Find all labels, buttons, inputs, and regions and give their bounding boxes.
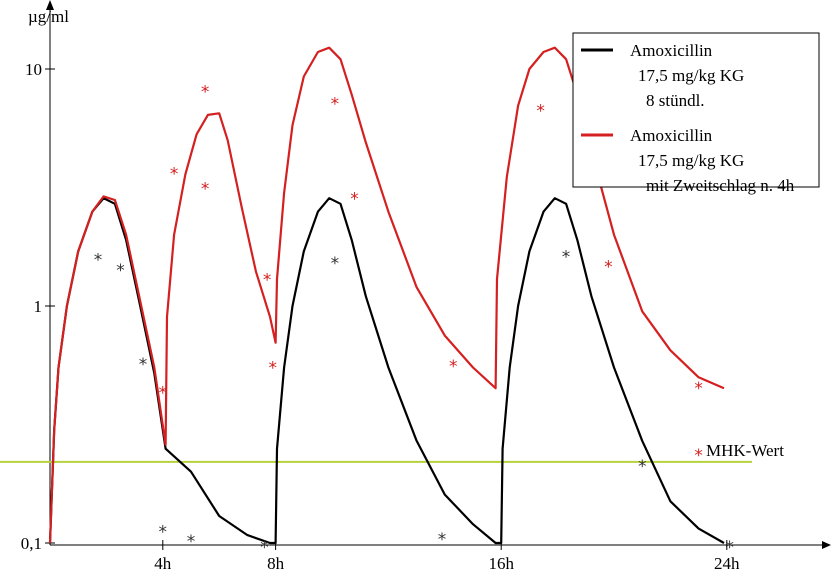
legend-text: 8 stündl. [646, 91, 705, 110]
y-axis-arrow [46, 0, 54, 10]
measured-point-black: * [438, 530, 447, 550]
measured-point-red: * [263, 270, 272, 290]
y-tick-label: 10 [25, 60, 42, 79]
x-tick-label: 24h [714, 554, 740, 573]
x-tick-label: 4h [154, 554, 172, 573]
measured-point-black: * [187, 532, 196, 552]
axes: µg/ml [28, 0, 831, 549]
y-tick-label: 1 [34, 297, 43, 316]
legend-text: Amoxicillin [630, 41, 713, 60]
measured-point-red: * [201, 179, 210, 199]
ticks: 10 1 0,1 4h 8h 16h 24h [21, 60, 740, 573]
y-tick-label: 0,1 [21, 534, 42, 553]
series-line-1 [48, 197, 725, 545]
mhk-reference: MHK-Wert [0, 441, 784, 463]
measured-point-red: * [536, 102, 545, 122]
legend-text: 17,5 mg/kg KG [638, 151, 744, 170]
measured-point-red: * [201, 82, 210, 102]
measured-point-red: * [159, 384, 168, 404]
measured-point-black: * [159, 523, 168, 543]
measured-point-black: * [562, 247, 571, 267]
series-lines [48, 46, 725, 545]
measured-point-red: * [694, 379, 703, 399]
mhk-label: MHK-Wert [706, 441, 784, 460]
measured-point-black: * [331, 254, 340, 274]
x-tick-label: 8h [267, 554, 285, 573]
measured-point-red: * [694, 446, 703, 466]
measured-point-black: * [116, 261, 125, 281]
legend-text: 17,5 mg/kg KG [638, 66, 744, 85]
measured-point-red: * [604, 257, 613, 277]
series-line-2 [48, 46, 725, 544]
measured-point-black: * [725, 538, 734, 558]
measured-point-black: * [260, 538, 269, 558]
measured-point-red: * [269, 359, 278, 379]
measured-point-black: * [94, 251, 103, 271]
y-axis-label: µg/ml [28, 7, 69, 26]
measured-point-red: * [350, 189, 359, 209]
legend-text: mit Zweitschlag n. 4h [646, 176, 795, 195]
measured-point-red: * [170, 164, 179, 184]
x-tick-label: 16h [488, 554, 514, 573]
legend-text: Amoxicillin [630, 126, 713, 145]
measured-points: * * * * * * * * * * * * * * * * * * * * * * * * [94, 82, 734, 558]
legend: Amoxicillin 17,5 mg/kg KG 8 stündl. Amoxici… [572, 32, 820, 195]
legend-box [572, 32, 820, 188]
measured-point-red: * [449, 357, 458, 377]
measured-point-red: * [331, 94, 340, 114]
measured-point-black: * [638, 457, 647, 477]
measured-point-black: * [139, 355, 148, 375]
x-axis-arrow [822, 541, 831, 549]
